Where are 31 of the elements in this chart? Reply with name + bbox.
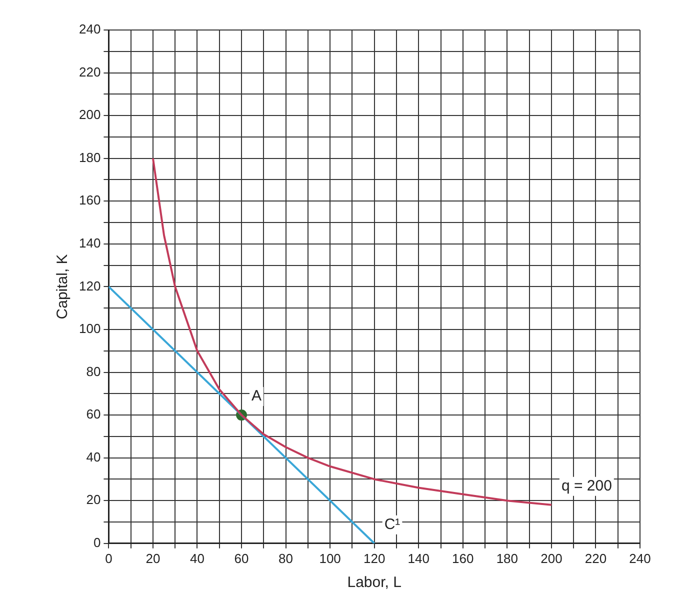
- y-axis-title: Capital, K: [54, 254, 72, 320]
- y-tick-label: 100: [78, 321, 101, 336]
- x-tick-label: 180: [496, 550, 518, 566]
- x-tick-label: 60: [234, 550, 249, 566]
- y-tick-label: 120: [78, 278, 101, 294]
- y-tick-label: 80: [86, 364, 101, 379]
- x-tick-label: 240: [629, 550, 651, 566]
- y-tick-label: 40: [86, 449, 101, 464]
- y-tick-label: 0: [93, 534, 101, 550]
- y-tick-label: 180: [78, 150, 101, 165]
- y-tick-label: 140: [78, 235, 101, 250]
- y-tick-label: 60: [86, 406, 101, 422]
- x-axis-title: Labor, L: [347, 574, 402, 592]
- y-tick-label: 160: [78, 192, 101, 208]
- x-tick-label: 80: [278, 550, 294, 566]
- annotation: C¹: [384, 516, 400, 534]
- x-tick-label: 100: [319, 550, 341, 566]
- x-tick-label: 200: [540, 550, 562, 566]
- y-tick-label: 240: [78, 22, 101, 37]
- x-tick-label: 220: [584, 550, 607, 566]
- x-tick-label: 140: [408, 550, 430, 566]
- x-tick-label: 120: [363, 550, 386, 566]
- x-tick-label: 160: [452, 550, 474, 566]
- y-tick-label: 220: [78, 64, 101, 80]
- x-tick-label: 20: [146, 550, 160, 566]
- annotation: A: [252, 388, 262, 405]
- x-tick-label: 0: [105, 550, 112, 566]
- x-tick-label: 40: [190, 550, 204, 566]
- annotation: q = 200: [561, 478, 612, 495]
- y-tick-label: 20: [86, 492, 101, 508]
- y-tick-label: 200: [78, 107, 101, 122]
